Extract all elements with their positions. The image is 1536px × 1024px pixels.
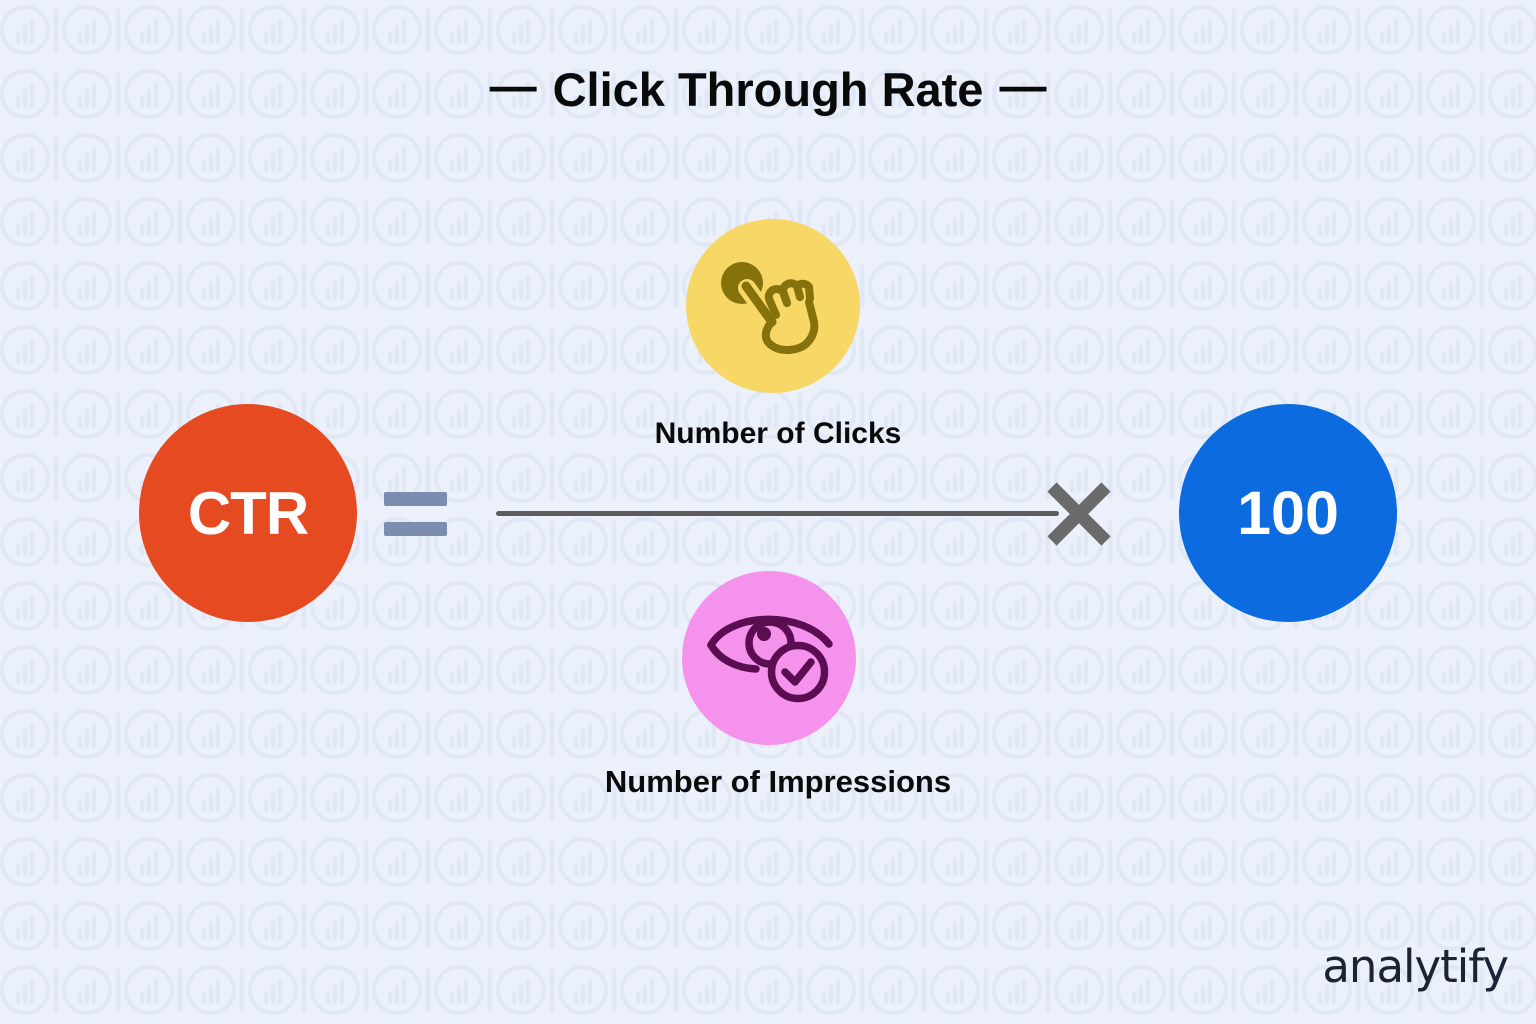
multiply-icon [1047,482,1111,546]
title-text: Click Through Rate [552,63,984,116]
title-right-dash: — [999,59,1047,112]
analytify-wordmark: analytify [1322,940,1509,993]
ctr-label: CTR [187,479,309,547]
ctr-result-circle: CTR [139,404,357,622]
equals-bottom-bar [384,522,447,536]
denominator-label: Number of Impressions [604,764,952,799]
impressions-circle [682,571,856,745]
tap-click-icon [721,262,819,354]
page-title: — Click Through Rate — [0,62,1536,117]
fraction-line [496,511,1059,516]
numerator-label: Number of Clicks [654,417,902,450]
multiplier-circle: 100 [1179,404,1397,622]
multiplier-label: 100 [1237,479,1339,547]
equals-sign [384,492,447,536]
eye-check-icon [707,615,833,703]
equals-top-bar [384,492,447,506]
title-left-dash: — [489,59,537,112]
clicks-circle [686,219,860,393]
